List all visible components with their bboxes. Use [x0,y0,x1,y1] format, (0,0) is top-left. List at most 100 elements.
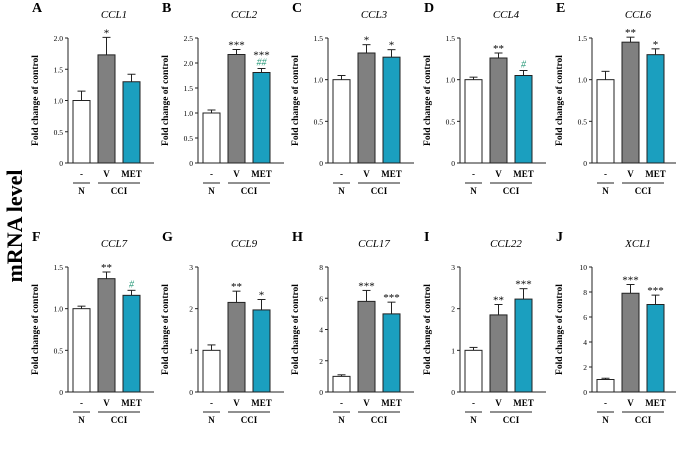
bar-n [464,79,483,164]
bar-v [227,301,246,393]
y-axis-label: Fold change of control [291,284,301,375]
group-label-n: N [470,415,477,425]
panel-letter: H [292,230,303,245]
panel-letter: C [292,1,302,16]
category-label: MET [121,398,142,408]
panel-letter: J [556,230,563,245]
category-label: V [627,398,634,408]
group-label-cci: CCI [241,186,258,196]
y-tick-label: 0 [189,159,193,168]
panel-title: CCL22 [490,238,522,250]
category-label: V [495,169,502,179]
significance-annotation: ** [493,295,504,307]
bar-n [72,100,91,164]
y-tick-label: 1.0 [54,305,64,314]
group-label-cci: CCI [241,415,258,425]
significance-annotation: *** [358,280,375,292]
y-tick-label: 2.5 [184,34,194,43]
category-label: - [472,398,475,408]
group-label-n: N [78,415,85,425]
panel-grid: A CCL1 Fold change of control 0 0.5 1.0 1.5 2.0… [31,1,676,425]
y-tick-label: 2 [189,305,193,314]
category-label: - [340,398,343,408]
y-tick-label: 1.0 [54,97,64,106]
y-axis-label: Fold change of control [555,284,565,375]
y-tick-label: 2.0 [184,59,194,68]
y-axis-label: Fold change of control [161,284,171,375]
bar-n [596,379,615,393]
bar-v [489,314,508,393]
panel-title: CCL17 [358,238,390,250]
panel-a: A CCL1 Fold change of control 0 0.5 1.0 1.5 2.0… [31,1,154,196]
group-label-cci: CCI [635,415,652,425]
category-label: V [363,169,370,179]
panel-title: CCL2 [231,9,258,21]
y-axis-label: Fold change of control [291,55,301,146]
group-label-cci: CCI [503,415,520,425]
category-label: MET [121,169,142,179]
y-tick-label: 0.5 [54,128,64,137]
group-label-cci: CCI [111,186,128,196]
y-tick-label: 1.5 [446,34,456,43]
panel-title: CCL7 [101,238,128,250]
category-label: MET [513,169,534,179]
group-label-n: N [602,186,609,196]
y-tick-label: 1.0 [314,76,324,85]
hash-annotation: # [521,60,527,71]
bar-v [227,54,246,164]
significance-annotation: * [653,39,659,51]
hash-annotation: # [129,279,135,290]
bar-n [332,79,351,164]
category-label: V [233,398,240,408]
panel-j: J XCL1 Fold change of control 0 2 4 6 8 10 - *** V *… [555,230,676,425]
y-axis-label: Fold change of control [161,55,171,146]
y-tick-label: 1.0 [578,76,588,85]
category-label: MET [381,398,402,408]
category-label: MET [645,398,666,408]
bar-met [122,81,141,164]
panel-letter: F [32,230,41,245]
y-tick-label: 0 [451,388,455,397]
group-label-n: N [338,415,345,425]
y-tick-label: 1.5 [184,84,194,93]
y-tick-label: 0 [583,388,587,397]
significance-annotation: ** [101,262,112,274]
category-label: V [103,398,110,408]
y-tick-label: 0.5 [184,134,194,143]
y-tick-label: 3 [189,263,193,272]
bar-n [202,112,221,164]
y-axis-label: Fold change of control [423,284,433,375]
panel-h: H CCL17 Fold change of control 0 2 4 6 8 - *** V **… [291,230,414,425]
group-label-n: N [602,415,609,425]
significance-annotation: ** [231,281,242,293]
group-label-n: N [338,186,345,196]
y-tick-label: 4 [583,338,587,347]
panel-b: B CCL2 Fold change of control 0 0.5 1.0 1.5 2.0… [161,1,284,196]
y-tick-label: 0.5 [446,117,456,126]
bar-v [621,41,640,164]
significance-annotation: ** [625,27,636,39]
panel-letter: E [556,1,565,16]
y-tick-label: 2 [451,305,455,314]
bar-met [646,54,665,164]
y-tick-label: 1.5 [54,65,64,74]
bar-v [97,278,116,393]
category-label: V [363,398,370,408]
category-label: V [233,169,240,179]
significance-annotation: ** [493,43,504,55]
group-label-n: N [208,186,215,196]
panel-letter: D [424,1,434,16]
bar-n [202,349,221,393]
category-label: - [340,169,343,179]
group-label-n: N [208,415,215,425]
significance-annotation: *** [647,285,664,297]
category-label: - [80,169,83,179]
category-label: V [627,169,634,179]
y-tick-label: 0 [319,388,323,397]
y-tick-label: 2 [319,357,323,366]
significance-annotation: * [364,35,370,47]
y-tick-label: 0 [451,159,455,168]
panel-letter: I [424,230,429,245]
y-tick-label: 1 [451,346,455,355]
